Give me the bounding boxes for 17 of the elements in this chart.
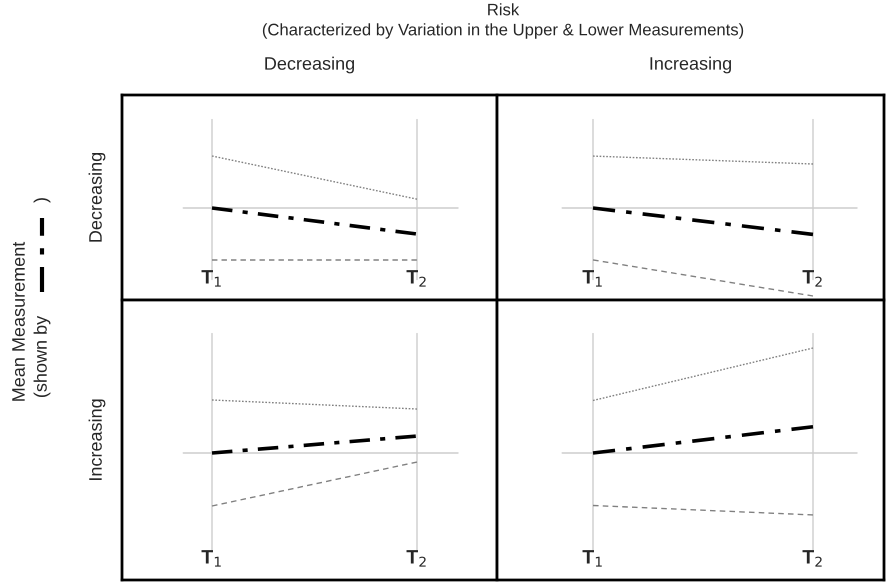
text: ) (34, 198, 50, 203)
x-tick-label: T$_{2}$ (802, 270, 822, 287)
y-axis-title: Increasing (88, 400, 106, 480)
text: (Characterized by Variation in the Upper & Lower Measurements) (262, 23, 744, 39)
x-tick-label: T$_{2}$ (802, 550, 822, 567)
y-axis-title: Decreasing (88, 152, 106, 242)
text: Risk (488, 3, 520, 16)
x-tick-label: T$_{1}$ (582, 550, 602, 567)
x-tick-label: T$_{2}$ (406, 550, 426, 567)
text: Mean Measurement (12, 242, 25, 401)
text: (shown by (34, 316, 50, 398)
x-tick-label: T$_{2}$ (406, 270, 426, 287)
x-tick-label: T$_{1}$ (202, 270, 221, 287)
chart-title: Decreasing (265, 56, 354, 74)
x-tick-label: T$_{1}$ (202, 550, 221, 567)
chart-title: Increasing (650, 56, 731, 74)
x-tick-label: T$_{1}$ (582, 270, 602, 287)
